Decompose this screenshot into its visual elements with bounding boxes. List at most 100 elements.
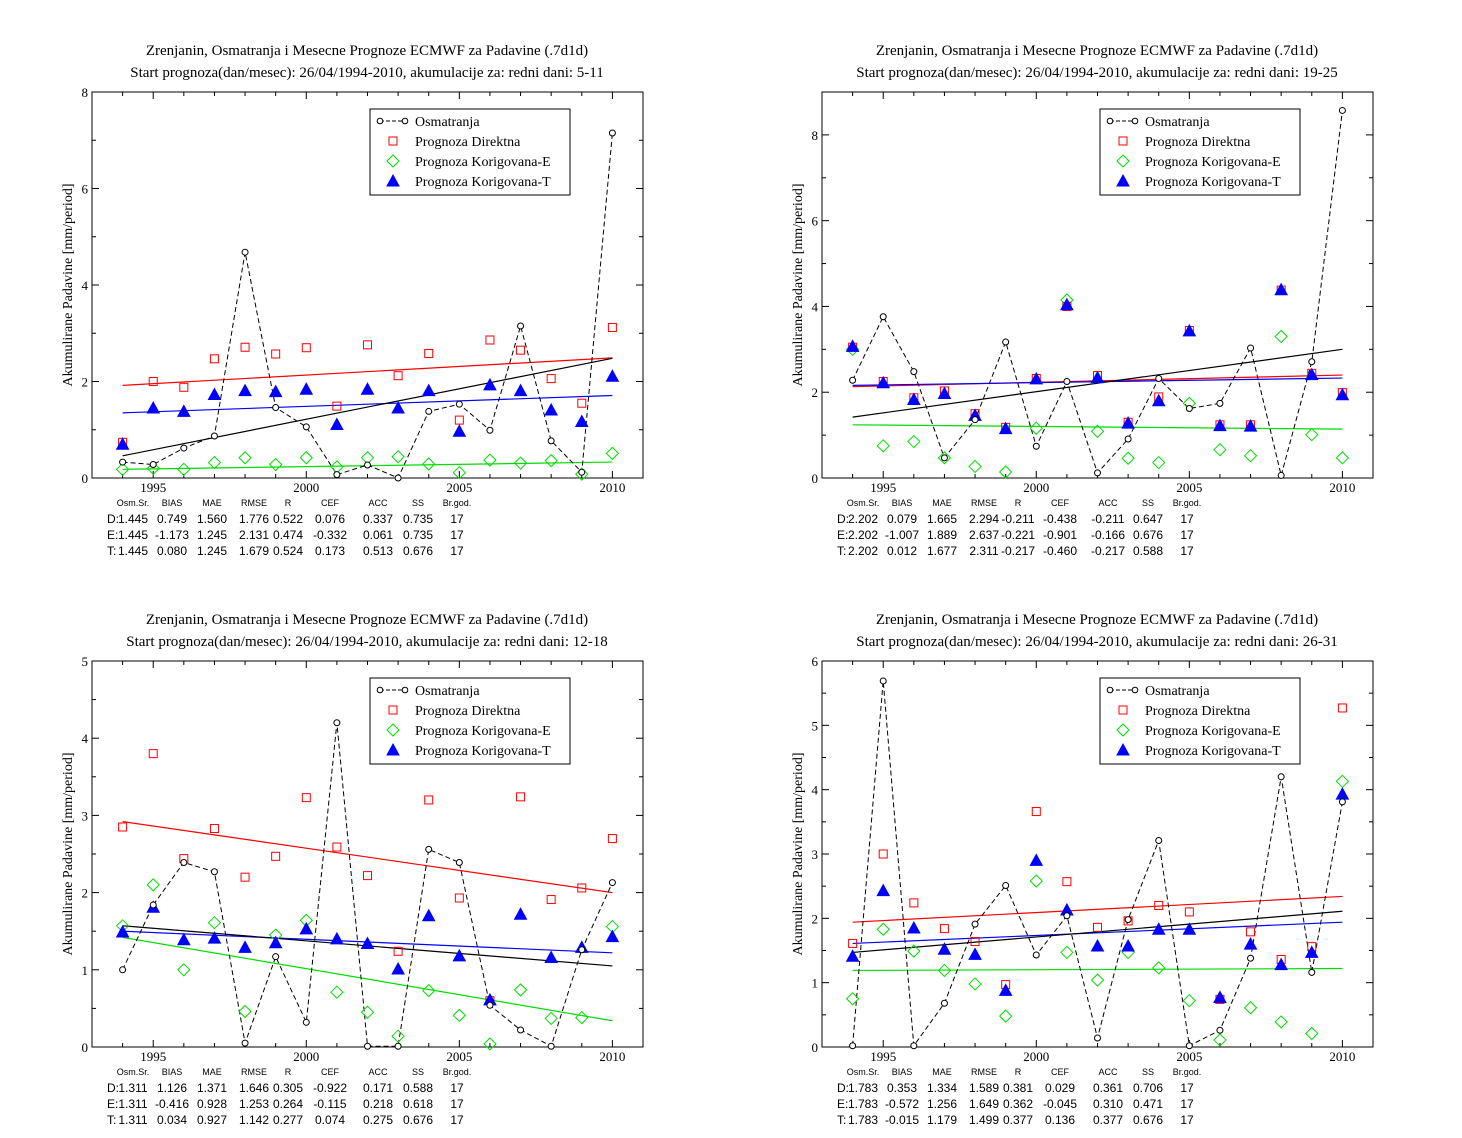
stats-value: -0.438 — [1043, 512, 1077, 526]
point-korigovana-e — [1305, 427, 1319, 442]
point-korigovana-e — [575, 1010, 589, 1025]
point-osmatranja — [971, 920, 979, 928]
point-direktna — [271, 349, 281, 359]
stats-row-label: T: — [837, 1113, 846, 1127]
point-korigovana-t — [937, 942, 952, 955]
point-osmatranja — [119, 458, 127, 466]
point-korigovana-e — [238, 451, 252, 465]
point-direktna — [332, 401, 342, 411]
legend-symbol-korigovana-t — [386, 173, 400, 187]
stats-value: 0.377 — [1093, 1113, 1123, 1127]
stats-row-label: T: — [837, 544, 846, 558]
trend-line-direct — [852, 895, 1343, 923]
point-direktna — [1154, 900, 1164, 910]
x-tick-label: 2010 — [1329, 480, 1355, 495]
point-korigovana-t — [513, 383, 528, 397]
stats-value: 0.377 — [1003, 1113, 1033, 1127]
point-korigovana-t — [146, 400, 161, 414]
point-korigovana-e — [299, 451, 313, 465]
point-direktna — [424, 795, 434, 805]
legend: Osmatranja Prognoza Direktna Prognoza Kori… — [369, 677, 571, 765]
chart-panel: Zrenjanin, Osmatranja i Mesecne Prognoze… — [791, 43, 1374, 558]
stats-value: 1.245 — [197, 544, 227, 558]
point-direktna — [454, 893, 464, 903]
point-korigovana-e — [907, 944, 921, 958]
stats-value: 17 — [1180, 1113, 1194, 1127]
point-korigovana-t — [1029, 371, 1044, 385]
point-korigovana-t — [452, 424, 467, 437]
legend-label: Prognoza Korigovana-T — [1145, 744, 1281, 759]
point-korigovana-e — [937, 451, 952, 465]
stats-value: 1.783 — [848, 1081, 878, 1095]
stats-value: 0.361 — [1093, 1081, 1123, 1095]
stats-row-label: E: — [837, 528, 848, 542]
point-korigovana-e — [907, 434, 921, 449]
point-korigovana-t — [1274, 282, 1289, 296]
point-korigovana-e — [391, 450, 405, 464]
legend-symbol-osmatranja — [1106, 117, 1114, 125]
trend-line-corrT — [122, 394, 613, 414]
point-korigovana-e — [1243, 1001, 1258, 1015]
stats-value: 0.588 — [403, 1081, 433, 1095]
point-korigovana-t — [937, 386, 952, 400]
point-korigovana-e — [330, 460, 344, 474]
stats-row-label: D: — [837, 1081, 849, 1095]
point-korigovana-t — [845, 949, 860, 962]
y-tick-label: 6 — [82, 182, 89, 197]
stats-row-label: E: — [837, 1097, 848, 1111]
trend-line-obs — [122, 357, 613, 457]
stats-value: 1.445 — [118, 512, 148, 526]
stats-value: 17 — [1180, 544, 1194, 558]
point-direktna — [301, 343, 311, 353]
stats-value: 0.362 — [1003, 1097, 1033, 1111]
point-osmatranja — [1247, 954, 1255, 962]
legend-symbol-osmatranja — [401, 686, 409, 694]
point-osmatranja — [210, 432, 218, 440]
stats-header: ACC — [368, 498, 388, 508]
point-korigovana-e — [513, 983, 528, 997]
stats-row-label: E: — [107, 528, 118, 542]
point-korigovana-e — [998, 1009, 1013, 1023]
stats-value: 0.079 — [887, 512, 917, 526]
legend-symbol-korigovana-e — [386, 723, 400, 737]
point-korigovana-e — [238, 1004, 252, 1019]
point-direktna — [240, 872, 250, 882]
point-direktna — [424, 349, 434, 359]
stats-header: CEF — [321, 498, 340, 508]
stats-header: RMSE — [971, 498, 997, 508]
y-tick-label: 6 — [812, 214, 819, 229]
point-direktna — [454, 415, 464, 425]
point-osmatranja — [971, 416, 979, 424]
point-korigovana-e — [1152, 455, 1166, 470]
point-korigovana-t — [1243, 937, 1258, 950]
stats-value: 1.142 — [239, 1113, 269, 1127]
point-direktna — [301, 793, 311, 803]
point-osmatranja — [879, 677, 887, 685]
stats-value: 1.311 — [118, 1113, 147, 1127]
point-korigovana-t — [1151, 393, 1166, 407]
point-korigovana-e — [1274, 329, 1288, 344]
chart-panel: Zrenjanin, Osmatranja i Mesecne Prognoze… — [791, 612, 1374, 1127]
stats-value: 1.256 — [927, 1097, 957, 1111]
stats-value: 0.676 — [1133, 528, 1163, 542]
point-direktna — [1062, 877, 1072, 887]
y-axis-label: Akumulirane Padavine [mm/period] — [61, 184, 76, 387]
point-korigovana-t — [513, 907, 528, 920]
stats-value: 0.513 — [363, 544, 393, 558]
point-korigovana-e — [1335, 774, 1350, 789]
point-osmatranja — [1124, 916, 1132, 924]
stats-header: R — [285, 1067, 292, 1077]
point-direktna — [393, 371, 403, 381]
point-korigovana-t — [876, 883, 891, 897]
stats-header: Br.god. — [1173, 1067, 1202, 1077]
legend-symbol-osmatranja — [376, 686, 384, 694]
stats-header: SS — [1142, 498, 1154, 508]
point-korigovana-e — [452, 465, 467, 480]
stats-value: 2.311 — [969, 544, 998, 558]
point-direktna — [1337, 703, 1347, 713]
point-korigovana-t — [876, 375, 891, 389]
chart-panel: Zrenjanin, Osmatranja i Mesecne Prognoze… — [61, 43, 644, 558]
point-korigovana-t — [1182, 323, 1197, 337]
x-tick-label: 1995 — [140, 1049, 166, 1064]
point-direktna — [271, 851, 281, 861]
